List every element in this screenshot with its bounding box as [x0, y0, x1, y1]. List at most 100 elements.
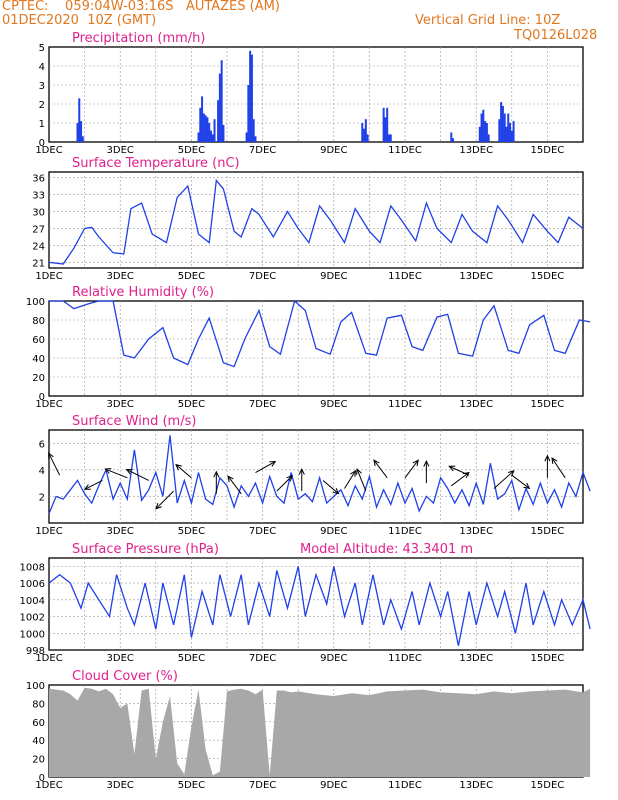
precip-bar: [505, 126, 508, 142]
precip-bar: [199, 107, 202, 142]
precip-bar: [197, 132, 200, 142]
temp-xtick-label: 3DEC: [107, 271, 134, 282]
wind-arrow: [175, 464, 192, 479]
wind-arrow-head: [213, 470, 220, 478]
rh-series-line: [49, 299, 591, 368]
wind-arrow-head: [373, 459, 380, 467]
wind-arrow-head: [227, 475, 234, 483]
precip-bar: [382, 107, 385, 142]
wind-xtick-label: 15DEC: [531, 526, 565, 537]
precip-bar: [252, 119, 255, 142]
wind-arrow-head: [269, 460, 277, 467]
temp-ytick-label: 36: [32, 174, 45, 185]
rh-ytick-label: 0: [39, 392, 45, 403]
precip-bar: [76, 123, 79, 142]
precip-ytick-label: 4: [39, 62, 45, 73]
rh-xtick-label: 9DEC: [320, 399, 347, 410]
pres-ytick-label: 1006: [20, 579, 45, 590]
rh-xtick-label: 3DEC: [107, 399, 134, 410]
precip-bar: [254, 136, 257, 142]
precip-bar: [78, 98, 81, 142]
rh-ytick-label: 100: [26, 297, 45, 308]
header-model-code: TQ0126L028: [514, 28, 598, 43]
header-grid-line: Vertical Grid Line: 10Z: [415, 13, 561, 28]
cloud-ytick-label: 20: [32, 755, 45, 766]
temp-title: Surface Temperature (nC): [72, 156, 240, 171]
rh-xtick-label: 11DEC: [388, 399, 422, 410]
wind-arrow-head: [448, 465, 456, 472]
wind-arrow-head: [48, 452, 54, 460]
cloud-xtick-label: 5DEC: [178, 780, 205, 791]
wind-arrow-head: [286, 474, 294, 482]
precip-bar: [487, 134, 490, 142]
wind-arrow: [344, 470, 356, 489]
wind-arrow-head: [104, 468, 112, 474]
temp-xtick-label: 13DEC: [459, 271, 493, 282]
rh-ytick-label: 80: [32, 316, 45, 327]
temp-xtick-label: 5DEC: [178, 271, 205, 282]
precip-bar: [363, 128, 366, 142]
pres-xtick-label: 7DEC: [249, 653, 276, 664]
temp-series-line: [48, 178, 584, 265]
cloud-xtick-label: 9DEC: [320, 780, 347, 791]
cloud-xtick-label: 15DEC: [531, 780, 565, 791]
precip-xtick-label: 15DEC: [531, 145, 565, 156]
temp-xtick-label: 9DEC: [320, 271, 347, 282]
pres-xtick-label: 3DEC: [107, 653, 134, 664]
precip-xtick-label: 13DEC: [459, 145, 493, 156]
precip-bar: [250, 54, 253, 142]
wind-arrow-head: [544, 454, 551, 462]
wind-arrow-head: [356, 468, 362, 476]
cloud-xtick-label: 13DEC: [459, 780, 493, 791]
cloud-ytick-label: 40: [32, 736, 45, 747]
precip-bar: [484, 121, 487, 142]
precip-bar: [81, 136, 84, 142]
precip-bar: [222, 124, 225, 142]
pres-ytick-label: 1004: [20, 596, 45, 607]
pres-xtick-label: 13DEC: [459, 653, 493, 664]
precip-xtick-label: 3DEC: [107, 145, 134, 156]
rh-ytick-label: 40: [32, 354, 45, 365]
pres-xtick-label: 1DEC: [35, 653, 62, 664]
precip-bar: [387, 134, 390, 142]
cloud-xtick-label: 7DEC: [249, 780, 276, 791]
wind-ytick-label: 2: [39, 492, 45, 503]
rh-ytick-label: 20: [32, 373, 45, 384]
cloud-xtick-label: 11DEC: [388, 780, 422, 791]
precip-bar: [204, 115, 207, 142]
cloud-ytick-label: 80: [32, 699, 45, 710]
pres-title: Surface Pressure (hPa): [72, 542, 219, 557]
wind-arrow-head: [332, 487, 340, 495]
wind-arrow-head: [523, 482, 531, 490]
rh-xtick-label: 13DEC: [459, 399, 493, 410]
wind-xtick-label: 13DEC: [459, 526, 493, 537]
cloud-xtick-label: 3DEC: [107, 780, 134, 791]
precip-bar: [206, 117, 209, 142]
cloud-title: Cloud Cover (%): [72, 669, 178, 684]
precip-ytick-label: 2: [39, 100, 45, 111]
precip-bar: [247, 85, 250, 142]
precip-bar: [498, 119, 501, 142]
wind-xtick-label: 3DEC: [107, 526, 134, 537]
pres-xtick-label: 9DEC: [320, 653, 347, 664]
rh-xtick-label: 7DEC: [249, 399, 276, 410]
temp-ytick-label: 27: [32, 224, 45, 235]
precip-bar: [485, 123, 488, 142]
precip-bar: [450, 132, 453, 142]
precip-bar: [208, 123, 211, 142]
wind-series-line: [48, 435, 591, 514]
cloud-ytick-label: 0: [39, 773, 45, 784]
wind-frame: [48, 429, 584, 524]
rh-xtick-label: 15DEC: [531, 399, 565, 410]
precip-bar: [482, 109, 485, 142]
pres-xtick-label: 5DEC: [178, 653, 205, 664]
wind-arrow: [493, 470, 515, 489]
precip-bar: [452, 138, 455, 142]
pres-ytick-label: 1000: [20, 629, 45, 640]
precip-ytick-label: 1: [39, 119, 45, 130]
wind-arrow: [84, 480, 103, 490]
precip-bar: [386, 107, 389, 142]
cloud-ytick-label: 100: [26, 681, 45, 692]
temp-ytick-label: 30: [32, 208, 45, 219]
